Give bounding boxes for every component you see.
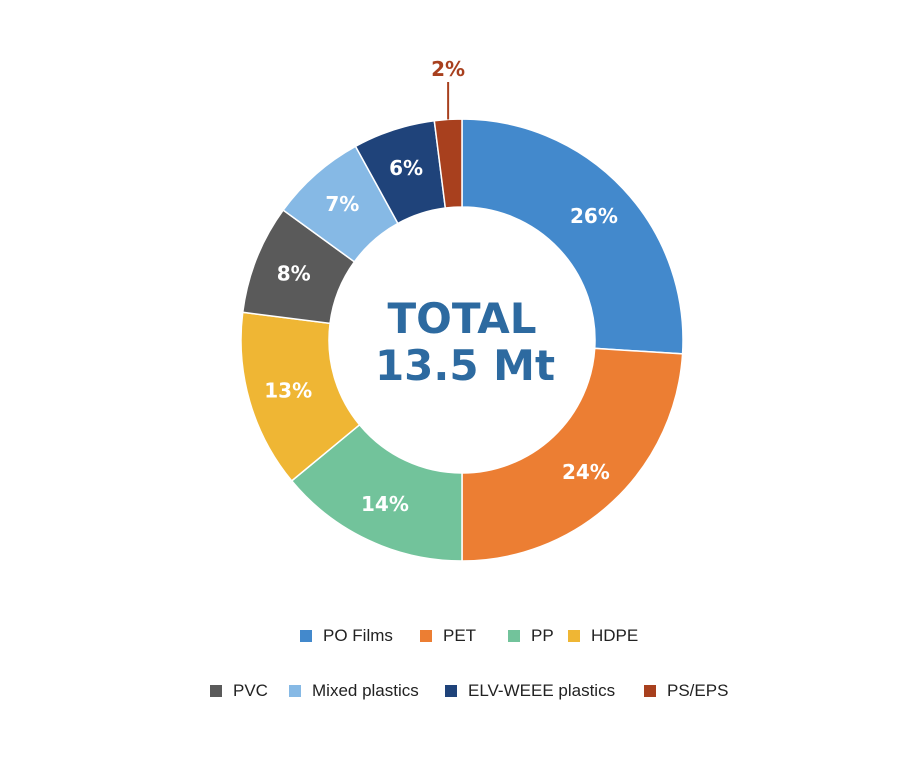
legend-label: PP	[531, 626, 554, 645]
legend-item: PP	[508, 624, 554, 648]
legend-label: PVC	[233, 681, 268, 700]
legend-item: PS/EPS	[644, 679, 728, 703]
legend-label: HDPE	[591, 626, 639, 645]
legend-swatch	[300, 630, 312, 642]
legend-label: PO Films	[323, 626, 393, 645]
slice-label: 14%	[361, 492, 409, 516]
legend-item: HDPE	[568, 624, 638, 648]
legend-swatch	[568, 630, 580, 642]
slice-label: 6%	[389, 156, 423, 180]
legend-swatch	[420, 630, 432, 642]
legend-swatch	[210, 685, 222, 697]
legend-label: PET	[443, 626, 477, 645]
center-title: TOTAL	[387, 294, 536, 343]
slice-label-callout: 2%	[431, 57, 465, 81]
center-total: TOTAL 13.5 Mt	[375, 294, 555, 390]
slice-label: 7%	[325, 192, 359, 216]
legend-swatch	[508, 630, 520, 642]
legend-label: ELV-WEEE plastics	[468, 681, 616, 700]
legend-label: PS/EPS	[667, 681, 729, 700]
legend-item: PET	[420, 624, 476, 648]
legend-item: PO Films	[300, 624, 393, 648]
slice-ps-eps	[433, 118, 463, 209]
slice-label: 13%	[264, 378, 312, 402]
legend-item: Mixed plastics	[289, 679, 419, 703]
legend-label: Mixed plastics	[312, 681, 419, 700]
donut-chart: 26% 24% 14% 13% 8% 7% 6% 2% TOTAL 13.5 Mt	[240, 57, 684, 562]
slice-labels: 26% 24% 14% 13% 8% 7% 6% 2%	[264, 57, 618, 516]
legend-item: ELV-WEEE plastics	[445, 679, 615, 703]
slice-label: 26%	[570, 204, 618, 228]
legend-swatch	[445, 685, 457, 697]
slice-label: 24%	[562, 460, 610, 484]
donut-slices	[240, 118, 684, 562]
legend-swatch	[644, 685, 656, 697]
slice-label: 8%	[277, 261, 311, 285]
legend-row: PO Films PET PP HDPE	[0, 624, 923, 648]
slice-po-films	[461, 118, 684, 355]
legend-item: PVC	[210, 679, 268, 703]
slice-pet	[461, 347, 684, 562]
center-value: 13.5 Mt	[375, 341, 555, 390]
legend-swatch	[289, 685, 301, 697]
legend-row: PVC Mixed plastics ELV-WEEE plastics PS/EPS	[0, 679, 923, 703]
